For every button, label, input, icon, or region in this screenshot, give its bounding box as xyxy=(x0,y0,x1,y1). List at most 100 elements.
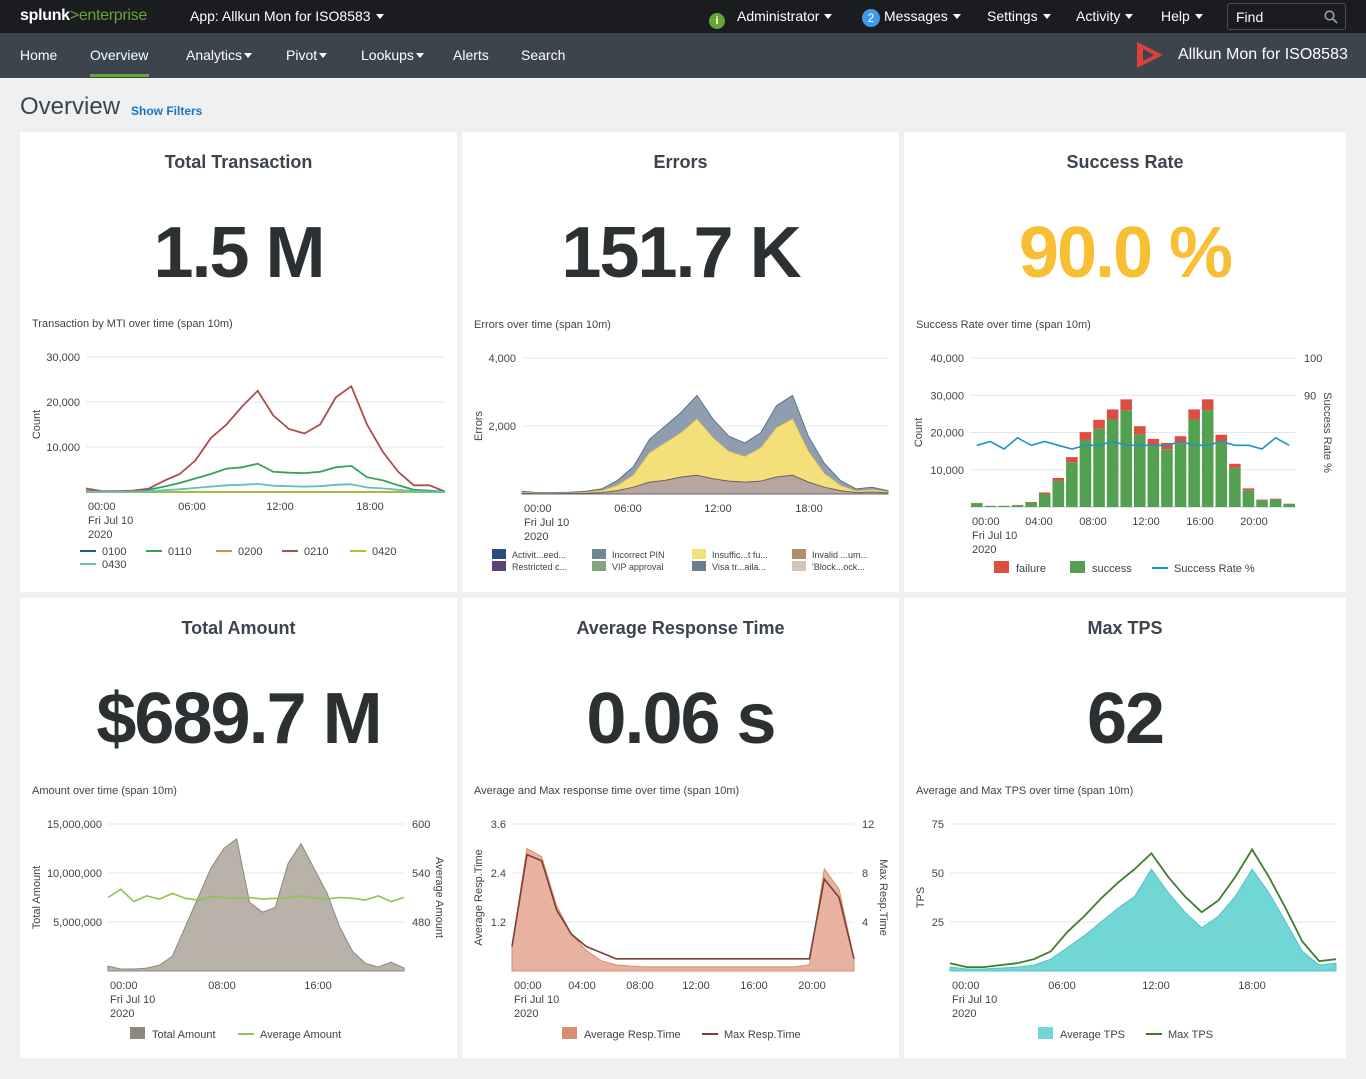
series-line-average-amount xyxy=(107,888,405,903)
bar-success xyxy=(1174,443,1187,507)
bar-success xyxy=(1079,439,1092,507)
y-tick-label: 30,000 xyxy=(46,352,80,364)
bar-failure xyxy=(1106,409,1119,420)
nav-pivot[interactable]: Pivot xyxy=(286,47,328,63)
panel-title: Success Rate xyxy=(1066,152,1184,172)
messages-count-badge: 2 xyxy=(862,9,880,27)
y-axis-label: TPS xyxy=(915,887,927,908)
legend-label: Insuffic...t fu... xyxy=(712,550,768,560)
x-tick-label: 12:00 xyxy=(1142,980,1170,992)
nav-search[interactable]: Search xyxy=(521,47,566,63)
y2-tick-label: 12 xyxy=(862,819,874,831)
y-tick-label: 50 xyxy=(932,868,944,880)
help-menu[interactable]: Help xyxy=(1161,8,1203,24)
x-tick-label: 16:00 xyxy=(740,980,768,992)
legend-label: 0430 xyxy=(102,559,126,571)
legend-label: Max Resp.Time xyxy=(724,1029,801,1041)
x-tick-label: 20:00 xyxy=(798,980,826,992)
bar-success xyxy=(1011,505,1024,507)
legend-label: Success Rate % xyxy=(1174,563,1255,575)
x-start-label: 00:00 xyxy=(952,980,980,992)
bar-success xyxy=(1025,502,1037,507)
bar-failure xyxy=(1188,409,1200,420)
messages-menu[interactable]: 2 Messages xyxy=(862,8,961,27)
legend-label: 0200 xyxy=(238,546,262,558)
nav-analytics[interactable]: Analytics xyxy=(186,47,253,63)
x-start-label: 2020 xyxy=(88,529,112,541)
y-tick-label: 3.6 xyxy=(491,819,506,831)
bar-success xyxy=(1188,419,1200,507)
y-tick-label: 1.2 xyxy=(491,917,506,929)
app-selector[interactable]: App: Allkun Mon for ISO8583 xyxy=(190,8,384,24)
legend-label: Visa tr...aila... xyxy=(712,562,766,572)
bar-success xyxy=(1106,419,1119,507)
x-tick-label: 12:00 xyxy=(682,980,710,992)
tps-chart: 75 50 25 TPS 00:00 Fri Jul 10 2020 06:00 12:00 18… xyxy=(915,819,1337,1041)
bar-success xyxy=(1161,449,1173,507)
panel-title: Errors xyxy=(653,152,708,172)
bar-success xyxy=(1242,490,1255,507)
area-average-tps xyxy=(949,868,1337,972)
legend-label: failure xyxy=(1016,563,1046,575)
single-value: 0.06 s xyxy=(586,679,776,759)
panel-success-rate: Success Rate 90.0 % Success Rate over ti… xyxy=(904,132,1346,592)
area-total-amount xyxy=(107,837,405,972)
chevron-down-icon xyxy=(375,14,384,19)
area-insufficient-funds xyxy=(521,418,889,495)
bar-success xyxy=(1038,493,1051,507)
find-input[interactable]: Find xyxy=(1227,3,1346,30)
nav-lookups[interactable]: Lookups xyxy=(361,47,424,63)
settings-menu[interactable]: Settings xyxy=(987,8,1051,24)
bar-failure xyxy=(1269,498,1282,500)
x-tick-label: 08:00 xyxy=(208,980,236,992)
y-axis-label: Errors xyxy=(473,411,485,441)
user-menu[interactable]: i Administrator xyxy=(709,8,833,29)
page-title: Overview xyxy=(20,93,121,120)
legend-swatch xyxy=(994,561,1009,573)
splunk-logo[interactable]: splunk>enterprise xyxy=(20,7,147,24)
legend-label: Restricted c... xyxy=(512,562,567,572)
nav-overview[interactable]: Overview xyxy=(90,47,149,63)
bar-failure xyxy=(1025,501,1037,503)
bar-success xyxy=(1134,434,1146,507)
single-value: $689.7 M xyxy=(96,679,382,759)
app-logo-icon xyxy=(1137,42,1163,68)
x-tick-label: 18:00 xyxy=(795,503,823,515)
bar-success xyxy=(998,505,1010,507)
x-start-label: Fri Jul 10 xyxy=(514,994,559,1006)
activity-menu[interactable]: Activity xyxy=(1076,8,1134,24)
legend-label: 0420 xyxy=(372,546,396,558)
x-tick-label: 06:00 xyxy=(614,503,642,515)
legend-swatch xyxy=(130,1027,145,1039)
x-start-label: 00:00 xyxy=(972,516,1000,528)
legend-swatch xyxy=(492,561,506,571)
legend-label: Incorrect PIN xyxy=(612,550,665,560)
chevron-down-icon xyxy=(244,53,253,58)
y-tick-label: 2.4 xyxy=(491,868,506,880)
legend-label: Average Resp.Time xyxy=(584,1029,681,1041)
bar-success xyxy=(1215,441,1228,507)
x-start-label: 2020 xyxy=(952,1008,976,1020)
chart-title: Amount over time (span 10m) xyxy=(32,785,177,797)
bar-failure xyxy=(1215,434,1228,442)
legend-label: 'Block...ock... xyxy=(812,562,865,572)
nav-home[interactable]: Home xyxy=(20,47,58,63)
legend-swatch xyxy=(592,561,606,571)
search-icon xyxy=(1324,10,1338,24)
nav-alerts[interactable]: Alerts xyxy=(453,47,489,63)
legend-swatch xyxy=(792,561,806,571)
chart-title: Transaction by MTI over time (span 10m) xyxy=(32,318,233,330)
legend-label: 0210 xyxy=(304,546,328,558)
bar-success xyxy=(1256,500,1268,507)
y-tick-label: 30,000 xyxy=(930,390,964,402)
x-tick-label: 20:00 xyxy=(1240,516,1268,528)
x-tick-label: 12:00 xyxy=(1132,516,1160,528)
show-filters-link[interactable]: Show Filters xyxy=(131,104,203,118)
panel-title: Max TPS xyxy=(1087,618,1163,638)
chart-title: Success Rate over time (span 10m) xyxy=(916,319,1091,331)
app-nav-bar: Home Overview Analytics Pivot Lookups Al… xyxy=(0,33,1366,78)
y-tick-label: 10,000 xyxy=(46,442,80,454)
legend-label: Total Amount xyxy=(152,1029,216,1041)
bar-failure xyxy=(1134,426,1146,435)
